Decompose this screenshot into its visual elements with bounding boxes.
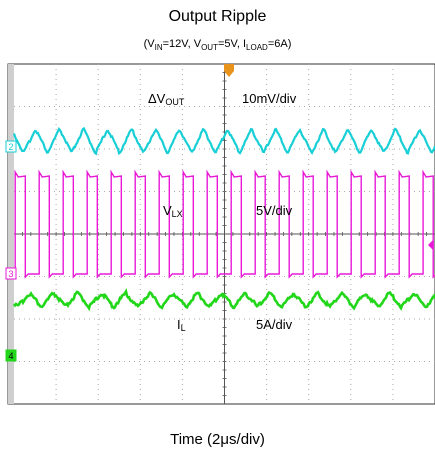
vlx-scale: 5V/div (256, 203, 293, 218)
x-axis-label: Time (2μs/div) (170, 431, 265, 448)
il-label: IL (177, 317, 186, 333)
offscreen-marker-icon (428, 240, 433, 250)
vout-scale: 10mV/div (242, 91, 297, 106)
il-scale: 5A/div (256, 317, 293, 332)
channel-marker-2-label: 2 (8, 142, 13, 152)
chart-subtitle: (VIN=12V, VOUT=5V, ILOAD=6A) (143, 38, 292, 53)
vlx-label: VLX (163, 203, 183, 219)
channel-marker-2: 2 (5, 140, 17, 153)
trace-vlx (14, 169, 435, 279)
left-scale-bar (8, 64, 14, 404)
channel-marker-3-label: 3 (8, 269, 13, 279)
channel-marker-4: 4 (5, 349, 17, 362)
chart-title: Output Ripple (168, 8, 267, 25)
trace-vout (12, 126, 435, 156)
vout-label: ΔVOUT (148, 91, 185, 107)
trigger-marker-icon (224, 64, 234, 77)
channel-marker-4-label: 4 (8, 351, 13, 361)
trace-il (12, 288, 435, 312)
channel-marker-3: 3 (5, 267, 17, 280)
grid (14, 64, 435, 404)
